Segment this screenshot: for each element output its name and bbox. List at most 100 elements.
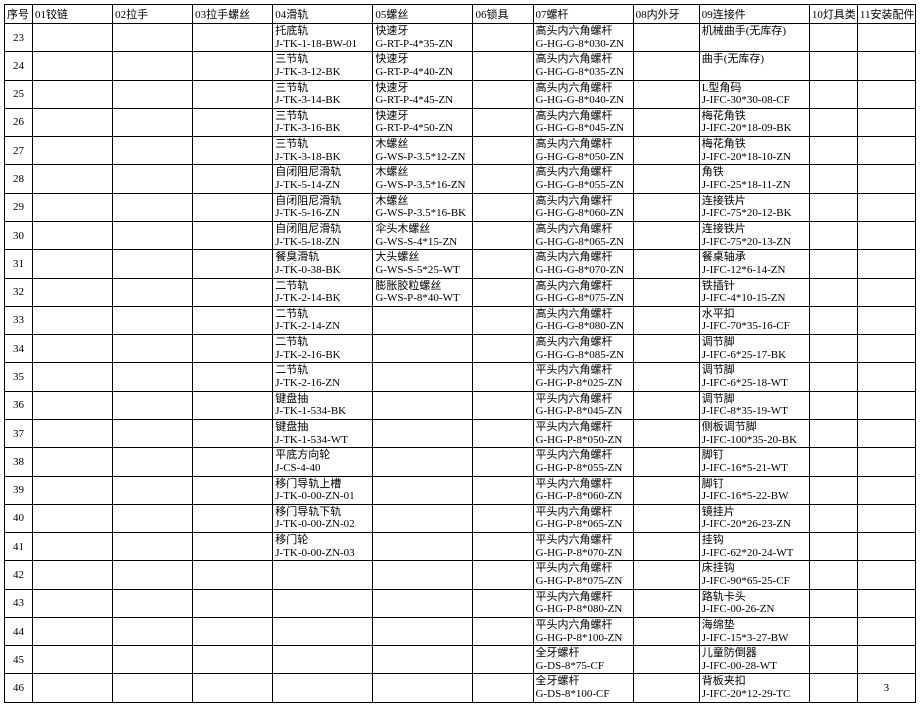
c01-cell: [33, 278, 113, 306]
header-c06: 06锁具: [473, 5, 533, 24]
c11-cell: [857, 221, 915, 249]
c07-cell: 平头内六角螺杆G-HG-P-8*100-ZN: [533, 617, 633, 645]
seq-cell: 37: [5, 419, 33, 447]
c11-cell: [857, 278, 915, 306]
table-row: 31餐臭滑轨J-TK-0-38-BK大头螺丝G-WS-S-5*25-WT高头内六…: [5, 250, 916, 278]
c06-cell: [473, 561, 533, 589]
c04-cell: 三节轨J-TK-3-12-BK: [273, 52, 373, 80]
c08-cell: [633, 80, 699, 108]
c02-cell: [113, 137, 193, 165]
c05-cell: 木螺丝G-WS-P-3.5*12-ZN: [373, 137, 473, 165]
c09-cell: 调节脚J-IFC-6*25-17-BK: [699, 335, 809, 363]
c10-cell: [809, 448, 857, 476]
c06-cell: [473, 419, 533, 447]
c11-cell: [857, 561, 915, 589]
c09-cell: 挂钩J-IFC-62*20-24-WT: [699, 533, 809, 561]
seq-cell: 36: [5, 391, 33, 419]
c06-cell: [473, 363, 533, 391]
c04-cell: 三节轨J-TK-3-14-BK: [273, 80, 373, 108]
seq-cell: 46: [5, 674, 33, 702]
c01-cell: [33, 504, 113, 532]
c03-cell: [193, 533, 273, 561]
c10-cell: [809, 646, 857, 674]
c06-cell: [473, 80, 533, 108]
c02-cell: [113, 617, 193, 645]
c01-cell: [33, 617, 113, 645]
c08-cell: [633, 193, 699, 221]
c09-cell: 机械曲手(无库存): [699, 24, 809, 52]
seq-cell: 25: [5, 80, 33, 108]
table-row: 28自闭阻尼滑轨J-TK-5-14-ZN木螺丝G-WS-P-3.5*16-ZN高…: [5, 165, 916, 193]
table-row: 33二节轨J-TK-2-14-ZN高头内六角螺杆G-HG-G-8*080-ZN水…: [5, 306, 916, 334]
c07-cell: 高头内六角螺杆G-HG-G-8*050-ZN: [533, 137, 633, 165]
c07-cell: 全牙螺杆G-DS-8*100-CF: [533, 674, 633, 702]
c01-cell: [33, 391, 113, 419]
c03-cell: [193, 108, 273, 136]
c11-cell: [857, 504, 915, 532]
c03-cell: [193, 561, 273, 589]
c04-cell: 移门导轨下轨J-TK-0-00-ZN-02: [273, 504, 373, 532]
c08-cell: [633, 646, 699, 674]
c04-cell: [273, 674, 373, 702]
table-row: 36键盘抽J-TK-1-534-BK平头内六角螺杆G-HG-P-8*045-ZN…: [5, 391, 916, 419]
c11-cell: [857, 165, 915, 193]
c04-cell: 托底轨J-TK-1-18-BW-01: [273, 24, 373, 52]
c11-cell: [857, 363, 915, 391]
c11-cell: [857, 589, 915, 617]
seq-cell: 23: [5, 24, 33, 52]
c06-cell: [473, 24, 533, 52]
c01-cell: [33, 221, 113, 249]
c10-cell: [809, 221, 857, 249]
c10-cell: [809, 278, 857, 306]
c01-cell: [33, 24, 113, 52]
c11-cell: [857, 476, 915, 504]
c07-cell: 平头内六角螺杆G-HG-P-8*060-ZN: [533, 476, 633, 504]
c09-cell: 床挂钩J-IFC-90*65-25-CF: [699, 561, 809, 589]
header-c08: 08内外牙: [633, 5, 699, 24]
c02-cell: [113, 533, 193, 561]
seq-cell: 35: [5, 363, 33, 391]
c08-cell: [633, 561, 699, 589]
c11-cell: [857, 533, 915, 561]
c08-cell: [633, 221, 699, 249]
c10-cell: [809, 108, 857, 136]
c02-cell: [113, 561, 193, 589]
c10-cell: [809, 24, 857, 52]
c06-cell: [473, 448, 533, 476]
c10-cell: [809, 533, 857, 561]
seq-cell: 39: [5, 476, 33, 504]
c08-cell: [633, 52, 699, 80]
c01-cell: [33, 419, 113, 447]
c03-cell: [193, 646, 273, 674]
c05-cell: 大头螺丝G-WS-S-5*25-WT: [373, 250, 473, 278]
c01-cell: [33, 589, 113, 617]
c05-cell: [373, 391, 473, 419]
c09-cell: 角铁J-IFC-25*18-11-ZN: [699, 165, 809, 193]
c09-cell: 脚钉J-IFC-16*5-22-BW: [699, 476, 809, 504]
c07-cell: 平头内六角螺杆G-HG-P-8*080-ZN: [533, 589, 633, 617]
c04-cell: 自闭阻尼滑轨J-TK-5-14-ZN: [273, 165, 373, 193]
c06-cell: [473, 278, 533, 306]
seq-cell: 28: [5, 165, 33, 193]
c06-cell: [473, 52, 533, 80]
c04-cell: 自闭阻尼滑轨J-TK-5-16-ZN: [273, 193, 373, 221]
c11-cell: [857, 137, 915, 165]
c04-cell: 餐臭滑轨J-TK-0-38-BK: [273, 250, 373, 278]
c06-cell: [473, 533, 533, 561]
c02-cell: [113, 391, 193, 419]
c11-cell: [857, 391, 915, 419]
header-c03: 03拉手螺丝: [193, 5, 273, 24]
c08-cell: [633, 589, 699, 617]
c08-cell: [633, 391, 699, 419]
table-row: 39移门导轨上槽J-TK-0-00-ZN-01平头内六角螺杆G-HG-P-8*0…: [5, 476, 916, 504]
c05-cell: [373, 533, 473, 561]
c09-cell: 儿童防倒器J-IFC-00-28-WT: [699, 646, 809, 674]
c04-cell: 二节轨J-TK-2-14-BK: [273, 278, 373, 306]
c01-cell: [33, 674, 113, 702]
c07-cell: 高头内六角螺杆G-HG-G-8*055-ZN: [533, 165, 633, 193]
c02-cell: [113, 52, 193, 80]
c08-cell: [633, 504, 699, 532]
c06-cell: [473, 193, 533, 221]
c11-cell: [857, 419, 915, 447]
seq-cell: 26: [5, 108, 33, 136]
